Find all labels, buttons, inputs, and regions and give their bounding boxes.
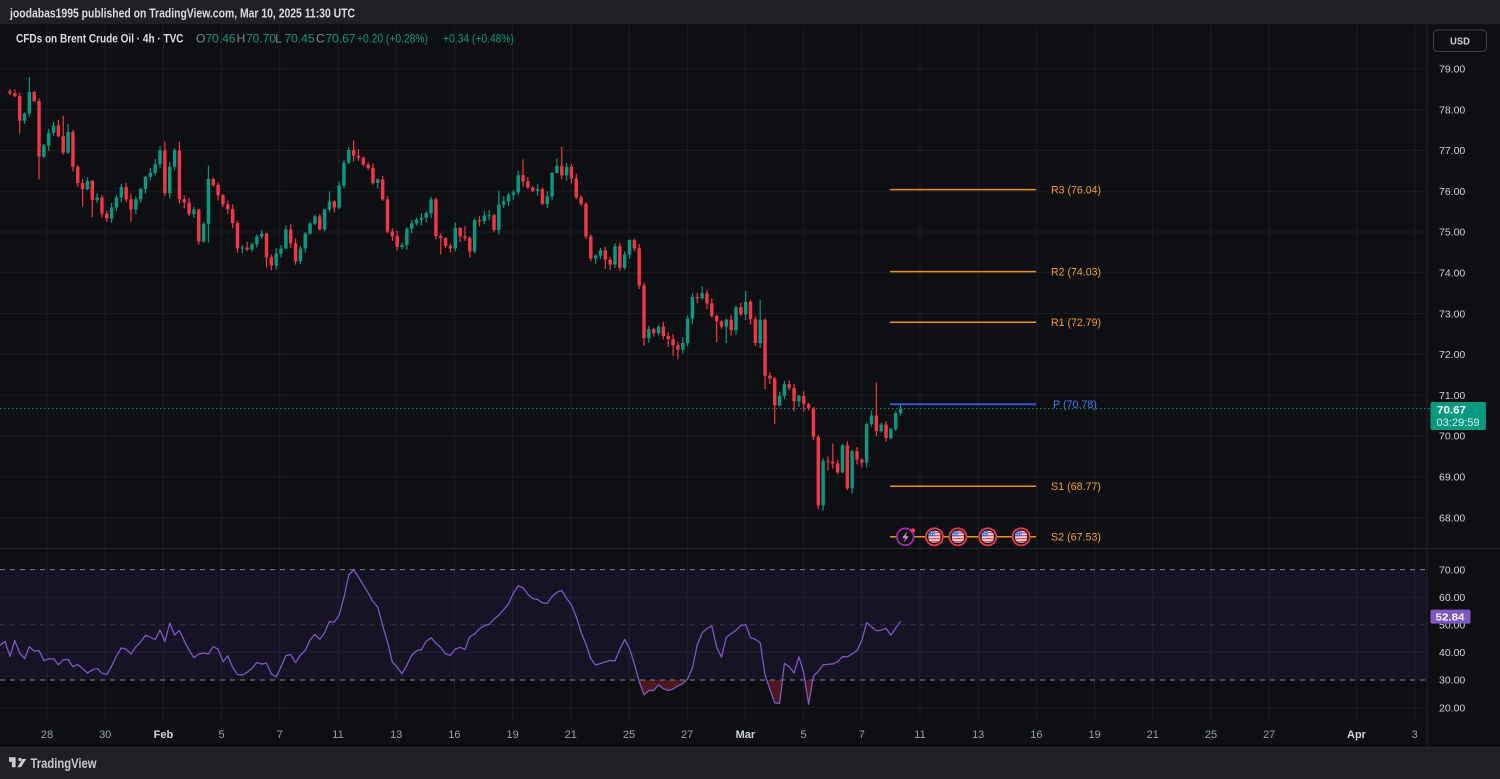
svg-text:40.00: 40.00: [1439, 647, 1465, 659]
svg-text:+0.20 (+0.28%): +0.20 (+0.28%): [357, 32, 428, 46]
svg-text:5: 5: [801, 729, 807, 741]
svg-text:11: 11: [332, 729, 343, 741]
svg-text:68.00: 68.00: [1439, 512, 1465, 524]
svg-text:20.00: 20.00: [1439, 702, 1465, 714]
svg-text:13: 13: [972, 729, 984, 741]
svg-text:73.00: 73.00: [1439, 308, 1465, 320]
svg-text:16: 16: [1030, 729, 1042, 741]
svg-text:3: 3: [1412, 729, 1418, 741]
svg-text:19: 19: [1088, 729, 1100, 741]
svg-text:70.45: 70.45: [285, 32, 315, 46]
svg-text:70.46: 70.46: [206, 32, 236, 46]
svg-text:19: 19: [506, 729, 518, 741]
svg-text:P (70.78): P (70.78): [1053, 399, 1097, 411]
svg-text:72.00: 72.00: [1439, 349, 1465, 361]
svg-text:5: 5: [219, 729, 225, 741]
svg-text:CFDs on Brent Crude Oil · 4h ·: CFDs on Brent Crude Oil · 4h · TVC: [16, 32, 184, 46]
svg-text:7: 7: [859, 729, 865, 741]
svg-text:16: 16: [448, 729, 460, 741]
svg-text:70.67: 70.67: [326, 32, 356, 46]
svg-text:O: O: [196, 32, 205, 46]
svg-text:R1 (72.79): R1 (72.79): [1051, 317, 1101, 329]
svg-text:75.00: 75.00: [1439, 227, 1465, 239]
svg-text:74.00: 74.00: [1439, 268, 1465, 280]
svg-text:27: 27: [1263, 729, 1275, 741]
svg-text:77.00: 77.00: [1439, 145, 1465, 157]
svg-text:21: 21: [565, 729, 577, 741]
svg-text:21: 21: [1147, 729, 1159, 741]
svg-text:R3 (76.04): R3 (76.04): [1051, 184, 1101, 196]
svg-text:joodabas1995 published on Trad: joodabas1995 published on TradingView.co…: [9, 7, 355, 21]
svg-text:S2 (67.53): S2 (67.53): [1051, 532, 1101, 544]
svg-text:79.00: 79.00: [1439, 64, 1465, 76]
svg-text:70.67: 70.67: [1437, 405, 1466, 417]
svg-text:11: 11: [914, 729, 925, 741]
svg-text:03:29:59: 03:29:59: [1437, 417, 1480, 429]
svg-text:Feb: Feb: [154, 729, 174, 741]
svg-text:7: 7: [277, 729, 283, 741]
svg-text:R2 (74.03): R2 (74.03): [1051, 266, 1101, 278]
svg-text:25: 25: [623, 729, 635, 741]
svg-text:76.00: 76.00: [1439, 186, 1465, 198]
svg-text:78.00: 78.00: [1439, 104, 1465, 116]
svg-text:69.00: 69.00: [1439, 472, 1465, 484]
svg-text:70.00: 70.00: [1439, 564, 1465, 576]
svg-text:S1 (68.77): S1 (68.77): [1051, 481, 1101, 493]
svg-text:Apr: Apr: [1347, 729, 1367, 741]
svg-text:Mar: Mar: [736, 729, 756, 741]
svg-text:H: H: [237, 32, 246, 46]
svg-text:30: 30: [99, 729, 111, 741]
svg-text:28: 28: [41, 729, 53, 741]
svg-text:C: C: [316, 32, 325, 46]
svg-text:L: L: [275, 32, 282, 46]
svg-text:USD: USD: [1450, 35, 1470, 47]
svg-text:13: 13: [390, 729, 402, 741]
svg-text:52.84: 52.84: [1436, 611, 1465, 623]
svg-text:60.00: 60.00: [1439, 592, 1465, 604]
svg-text:70.70: 70.70: [246, 32, 276, 46]
svg-text:70.00: 70.00: [1439, 431, 1465, 443]
svg-text:TradingView: TradingView: [31, 756, 97, 771]
svg-text:30.00: 30.00: [1439, 675, 1465, 687]
svg-text:25: 25: [1205, 729, 1217, 741]
svg-text:+0.34 (+0.48%): +0.34 (+0.48%): [443, 32, 514, 46]
svg-text:27: 27: [681, 729, 693, 741]
svg-text:71.00: 71.00: [1439, 390, 1465, 402]
